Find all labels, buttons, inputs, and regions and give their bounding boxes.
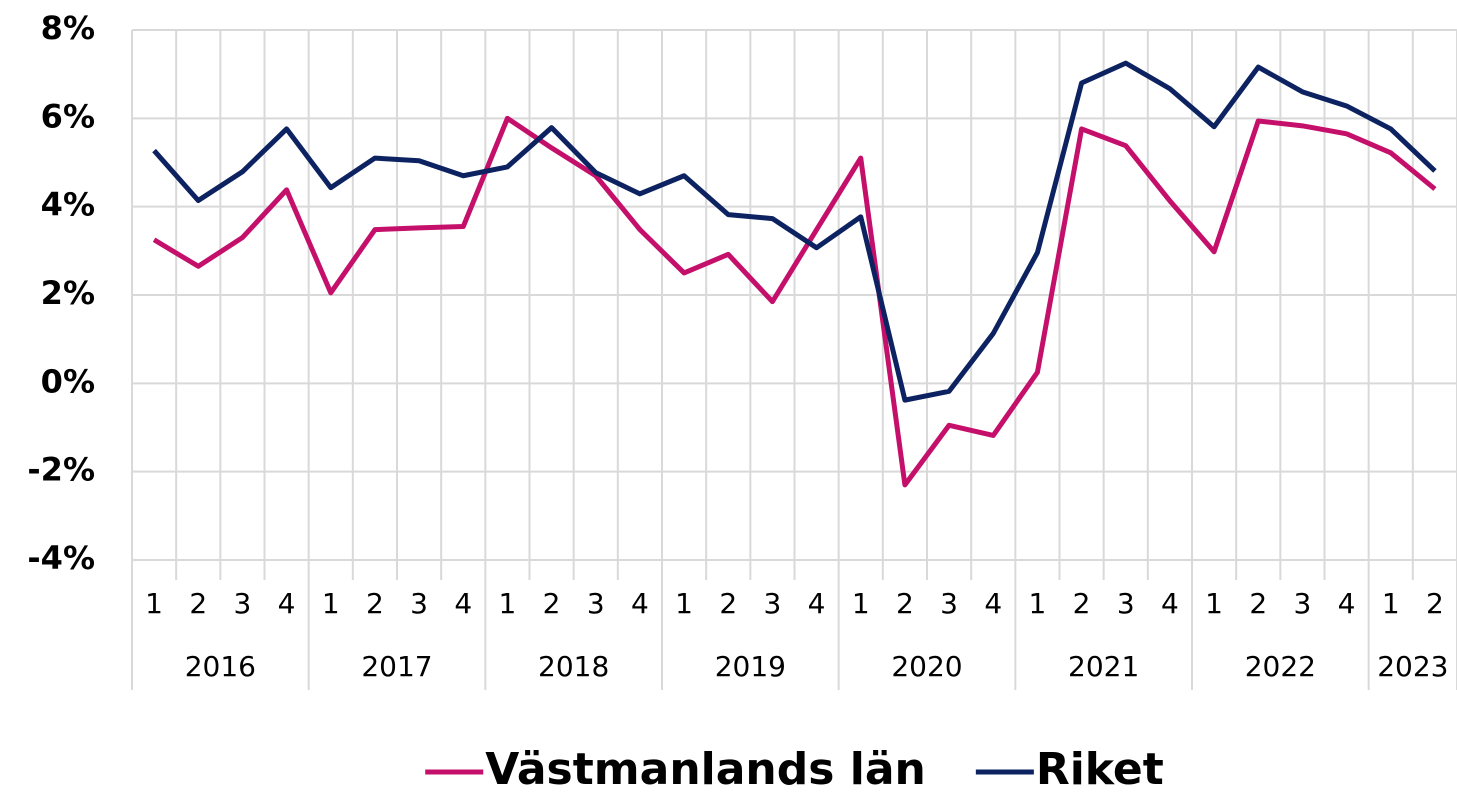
x-group-label: 2023	[1377, 650, 1448, 683]
x-tick-label: 1	[852, 587, 870, 620]
x-tick-label: 4	[631, 587, 649, 620]
x-tick-label: 4	[1161, 587, 1179, 620]
x-tick-label: 1	[499, 587, 517, 620]
x-tick-label: 2	[189, 587, 207, 620]
x-group-label: 2021	[1068, 650, 1139, 683]
x-tick-label: 3	[940, 587, 958, 620]
y-tick-label: 4%	[41, 186, 95, 224]
x-tick-label: 2	[1249, 587, 1267, 620]
legend-label: Västmanlands län	[485, 744, 926, 793]
series-line	[152, 115, 1437, 488]
series-line	[152, 60, 1437, 403]
x-tick-label: 2	[1073, 587, 1091, 620]
x-tick-label: 4	[1338, 587, 1356, 620]
x-tick-label: 2	[719, 587, 737, 620]
x-tick-label: 1	[322, 587, 340, 620]
x-tick-label: 4	[808, 587, 826, 620]
y-tick-label: 8%	[41, 9, 95, 47]
x-group-label: 2020	[891, 650, 962, 683]
x-tick-label: 3	[587, 587, 605, 620]
x-group-label: 2022	[1245, 650, 1316, 683]
y-tick-label: 0%	[41, 362, 95, 400]
x-tick-label: 3	[410, 587, 428, 620]
x-tick-label: 2	[896, 587, 914, 620]
x-tick-label: 4	[454, 587, 472, 620]
x-tick-label: 3	[1294, 587, 1312, 620]
y-tick-label: 2%	[41, 274, 95, 312]
x-group-label: 2019	[715, 650, 786, 683]
x-tick-label: 1	[1205, 587, 1223, 620]
x-group-label: 2018	[538, 650, 609, 683]
x-tick-label: 3	[764, 587, 782, 620]
x-tick-label: 1	[675, 587, 693, 620]
x-tick-label: 3	[1117, 587, 1135, 620]
y-tick-label: 6%	[41, 97, 95, 135]
x-tick-label: 1	[1382, 587, 1400, 620]
x-tick-label: 1	[145, 587, 163, 620]
x-tick-label: 2	[543, 587, 561, 620]
x-tick-label: 2	[1426, 587, 1444, 620]
legend-label: Riket	[1036, 744, 1164, 793]
y-tick-label: -4%	[27, 539, 95, 577]
x-group-label: 2016	[185, 650, 256, 683]
x-tick-label: 3	[234, 587, 252, 620]
x-group-label: 2017	[361, 650, 432, 683]
x-tick-label: 4	[984, 587, 1002, 620]
x-tick-label: 4	[278, 587, 296, 620]
x-tick-label: 2	[366, 587, 384, 620]
x-tick-label: 1	[1029, 587, 1047, 620]
y-tick-label: -2%	[27, 451, 95, 489]
